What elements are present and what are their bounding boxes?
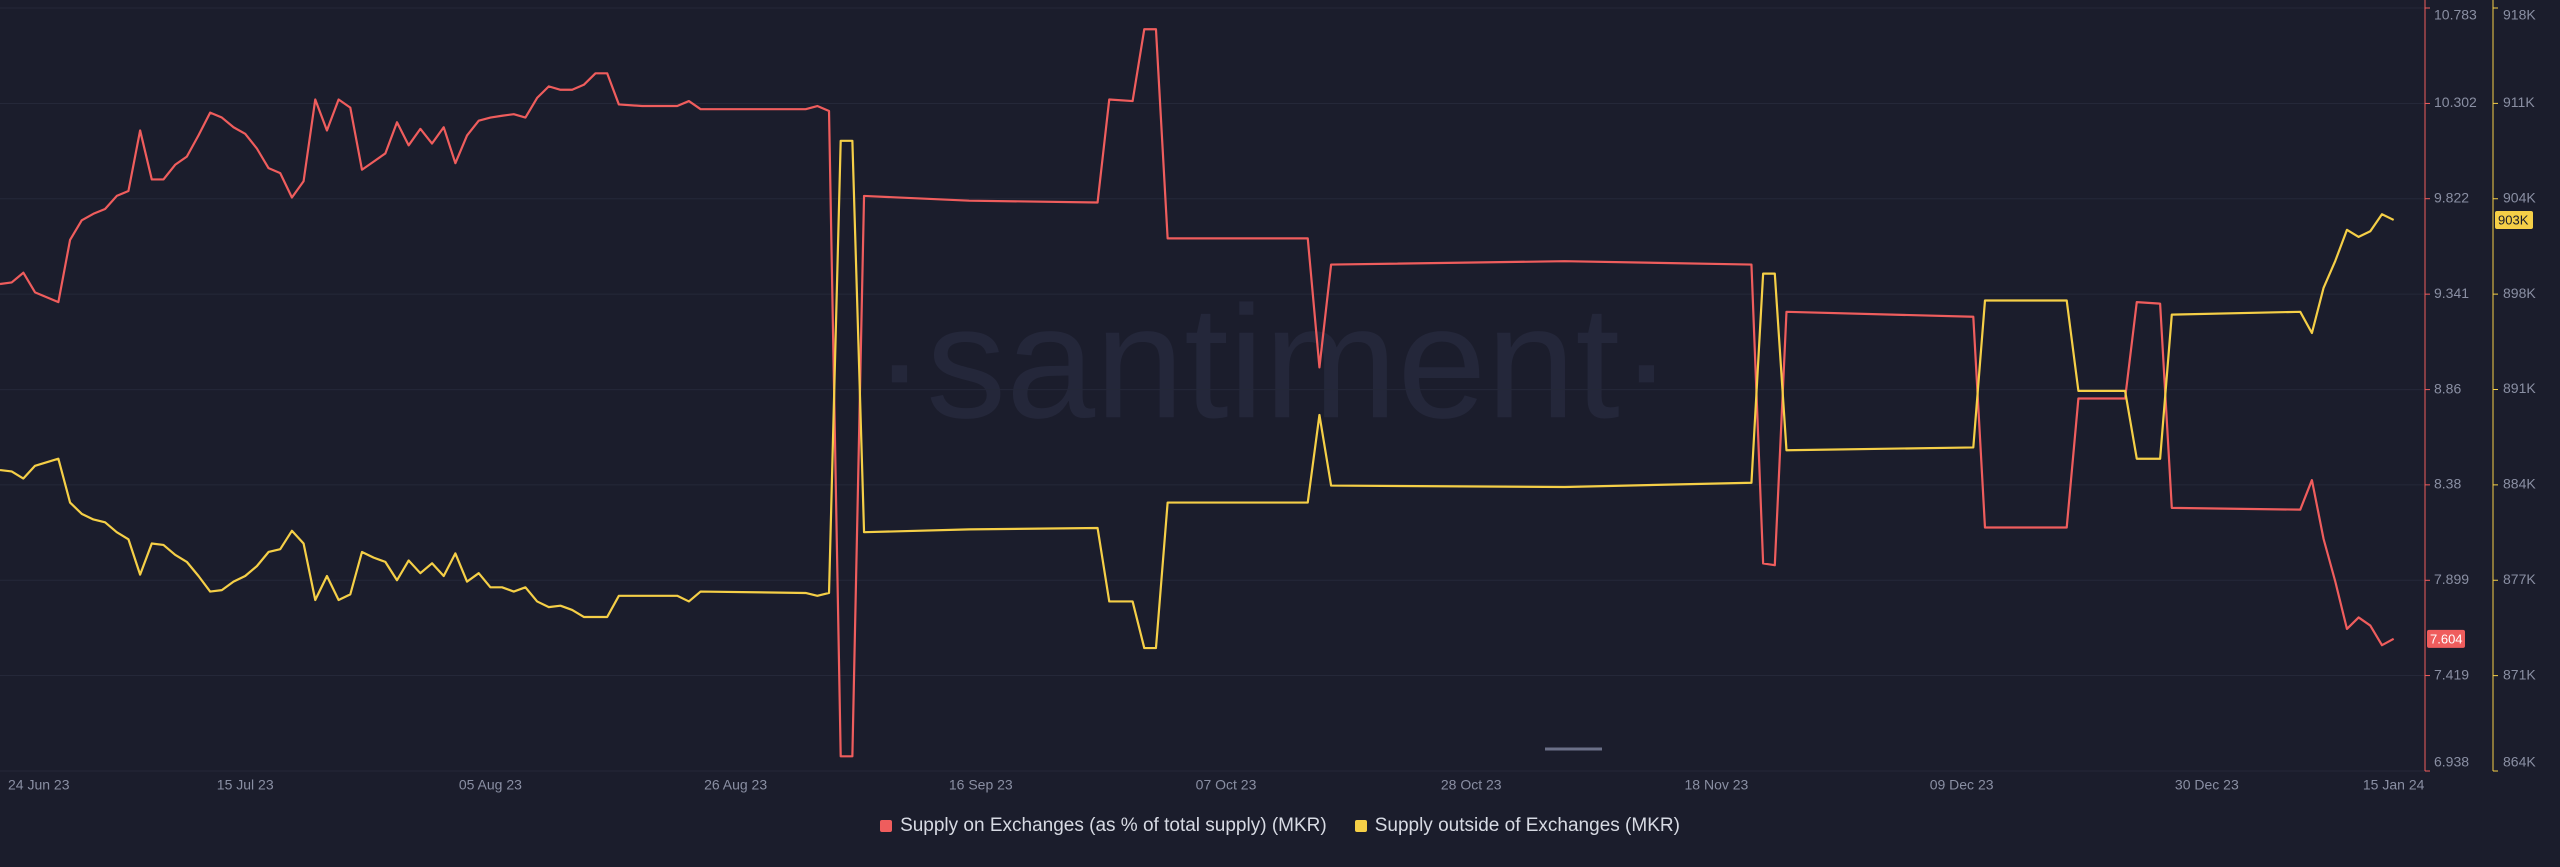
y2-tick-label: 911K <box>2503 94 2535 110</box>
value-badge <box>2495 210 2533 229</box>
x-tick-label: 24 Jun 23 <box>8 777 70 793</box>
watermark: ·santiment· <box>873 272 1673 451</box>
y-tick-label: 7.419 <box>2434 666 2469 682</box>
legend-item[interactable]: Supply outside of Exchanges (MKR) <box>1354 815 1680 837</box>
legend-swatch <box>1354 820 1367 832</box>
series-line <box>0 139 2395 650</box>
y2-tick-label: 891K <box>2503 380 2536 396</box>
chart: ·santiment· 6.938 7.419 7.899 8.38 8.86 9.341… <box>0 0 2536 793</box>
legend-label: Supply outside of Exchanges (MKR) <box>1374 815 1680 836</box>
y2-tick-label: 918K <box>2503 7 2536 23</box>
x-tick-label: 15 Jan 24 <box>2363 777 2425 793</box>
y-tick-label: 6.938 <box>2434 754 2469 770</box>
y-tick-label: 9.341 <box>2434 285 2469 301</box>
x-tick-label: 28 Oct 23 <box>1441 777 1502 793</box>
y-tick-label: 8.38 <box>2434 476 2461 492</box>
value-badge <box>2427 629 2465 648</box>
y-tick-label: 9.822 <box>2434 189 2469 205</box>
x-tick-label: 07 Oct 23 <box>1196 777 1257 793</box>
x-tick-label: 16 Sep 23 <box>949 777 1013 793</box>
y2-tick-label: 864K <box>2503 754 2536 770</box>
legend: Supply on Exchanges (as % of total suppl… <box>0 815 2560 837</box>
legend-label: Supply on Exchanges (as % of total suppl… <box>900 815 1327 836</box>
x-tick-label: 05 Aug 23 <box>459 777 522 793</box>
legend-swatch <box>880 820 893 832</box>
y2-tick-label: 898K <box>2503 285 2536 301</box>
x-tick-label: 30 Dec 23 <box>2175 777 2239 793</box>
y-tick-label: 7.899 <box>2434 571 2469 587</box>
y-tick-label: 8.86 <box>2434 380 2461 396</box>
y2-tick-label: 884K <box>2503 476 2536 492</box>
y2-tick-label: 904K <box>2503 189 2536 205</box>
value-badge-label: 903K <box>2498 212 2529 227</box>
y2-tick-label: 877K <box>2503 571 2536 587</box>
value-badge-label: 7.604 <box>2430 631 2463 646</box>
y-tick-label: 10.302 <box>2434 94 2477 110</box>
x-tick-label: 18 Nov 23 <box>1685 777 1749 793</box>
x-tick-label: 09 Dec 23 <box>1930 777 1994 793</box>
y2-tick-label: 871K <box>2503 666 2536 682</box>
legend-item[interactable]: Supply on Exchanges (as % of total suppl… <box>880 815 1327 837</box>
x-tick-label: 15 Jul 23 <box>217 777 274 793</box>
x-tick-label: 26 Aug 23 <box>704 777 767 793</box>
y-tick-label: 10.783 <box>2434 7 2477 23</box>
